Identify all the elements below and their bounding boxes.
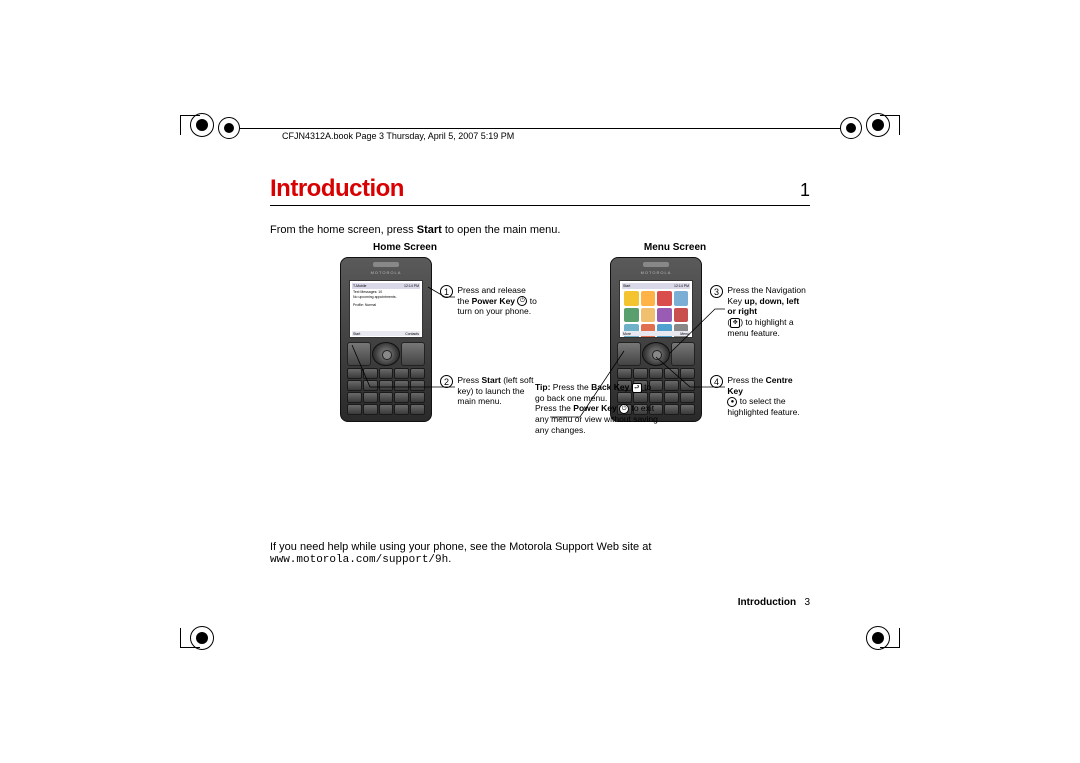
nav-key-icon: ✥: [730, 318, 740, 328]
callout-2: 2 Press Start (left soft key) to launch …: [440, 375, 540, 407]
left-softkey: [347, 342, 371, 366]
registration-mark: [840, 117, 862, 139]
status-text: 12:14 PM: [674, 284, 689, 288]
callout-1: 1 Press and release the Power Key ⏻ to t…: [440, 285, 540, 317]
power-key-icon: ⏻: [619, 404, 629, 414]
columns: Home Screen MOTOROLA T-Mobile12:14 PM Te…: [270, 242, 810, 477]
help-text: If you need help while using your phone,…: [270, 541, 810, 566]
app-icon: [624, 291, 639, 306]
callout-text: Press the Navigation Key up, down, left …: [727, 285, 807, 338]
phone-brand: MOTOROLA: [611, 270, 701, 275]
qwerty-keys: [347, 368, 425, 415]
app-icon: [674, 291, 689, 306]
text: If you need help while using your phone,…: [270, 541, 651, 553]
back-key-icon: ⮐: [632, 383, 642, 393]
callout-number: 3: [710, 285, 723, 298]
registration-mark: [866, 113, 890, 137]
phone-screen-home: T-Mobile12:14 PM Text Messages: 10 No up…: [349, 280, 423, 338]
home-phone-figure: MOTOROLA T-Mobile12:14 PM Text Messages:…: [270, 257, 540, 477]
right-softkey: [401, 342, 425, 366]
status-text: T-Mobile: [353, 284, 366, 288]
screen-line: Profile: Normal: [353, 303, 419, 308]
callout-4: 4 Press the Centre Key ● to select the h…: [710, 375, 810, 418]
registration-mark: [190, 113, 214, 137]
page-content: Introduction 1 From the home screen, pre…: [270, 175, 810, 608]
navigation-key: [642, 342, 670, 366]
tip-label: Tip:: [535, 382, 550, 392]
text: .: [448, 553, 451, 565]
phone-illustration: MOTOROLA T-Mobile12:14 PM Text Messages:…: [340, 257, 432, 422]
status-text: Start: [623, 284, 630, 288]
tip-block: Tip: Press the Back Key ⮐ to go back one…: [535, 382, 660, 435]
title-row: Introduction 1: [270, 175, 810, 206]
softkey-label: Start: [353, 332, 360, 336]
registration-mark: [190, 626, 214, 650]
header-rule: [240, 128, 840, 129]
home-heading: Home Screen: [270, 242, 540, 253]
app-icon: [657, 308, 672, 323]
phone-brand: MOTOROLA: [341, 270, 431, 275]
menu-heading: Menu Screen: [540, 242, 810, 253]
right-softkey: [671, 342, 695, 366]
softkey-label: Contacts: [405, 332, 419, 336]
status-text: 12:14 PM: [404, 284, 419, 288]
centre-key-icon: ●: [727, 397, 737, 407]
intro-text: From the home screen, press Start to ope…: [270, 224, 810, 236]
home-column: Home Screen MOTOROLA T-Mobile12:14 PM Te…: [270, 242, 540, 477]
text: From the home screen, press: [270, 224, 417, 236]
registration-mark: [866, 626, 890, 650]
app-icon: [641, 291, 656, 306]
callout-number: 4: [710, 375, 723, 388]
app-icon: [674, 308, 689, 323]
callout-number: 2: [440, 375, 453, 388]
chapter-title: Introduction: [270, 175, 404, 203]
help-url: www.motorola.com/support/9h: [270, 554, 448, 566]
softkey-label: More: [623, 332, 631, 336]
callout-text: Press the Centre Key ● to select the hig…: [727, 375, 807, 418]
power-key-icon: ⏻: [517, 296, 527, 306]
app-icon: [641, 308, 656, 323]
header-meta: CFJN4312A.book Page 3 Thursday, April 5,…: [282, 131, 514, 141]
text-bold: Start: [417, 224, 442, 236]
app-icon: [657, 291, 672, 306]
registration-mark: [218, 117, 240, 139]
footer-section: Introduction: [738, 597, 796, 608]
callout-text: Press and release the Power Key ⏻ to tur…: [457, 285, 537, 317]
navigation-key: [372, 342, 400, 366]
left-softkey: [617, 342, 641, 366]
phone-keypad: [347, 342, 425, 415]
chapter-number: 1: [800, 180, 810, 201]
footer-page-number: 3: [804, 597, 810, 608]
callout-3: 3 Press the Navigation Key up, down, lef…: [710, 285, 810, 338]
text: to open the main menu.: [442, 224, 561, 236]
callout-text: Press Start (left soft key) to launch th…: [457, 375, 537, 407]
menu-phone-figure: MOTOROLA Start 12:14 PM More Menu: [540, 257, 810, 477]
menu-column: Menu Screen MOTOROLA Start12:14 PM MoreM…: [540, 242, 810, 477]
callout-number: 1: [440, 285, 453, 298]
page-footer: Introduction 3: [738, 597, 810, 608]
app-icon: [624, 308, 639, 323]
phone-screen-menu: Start 12:14 PM More Menu: [619, 280, 693, 338]
softkey-label: Menu: [680, 332, 689, 336]
